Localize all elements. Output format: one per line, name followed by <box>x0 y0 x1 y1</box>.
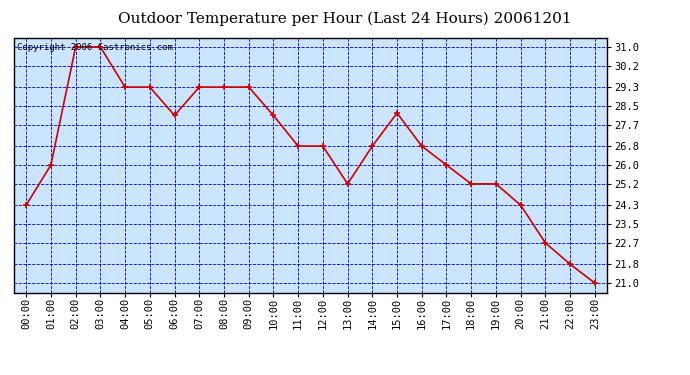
Text: Outdoor Temperature per Hour (Last 24 Hours) 20061201: Outdoor Temperature per Hour (Last 24 Ho… <box>118 11 572 26</box>
Text: Copyright 2006 Castronics.com: Copyright 2006 Castronics.com <box>17 43 172 52</box>
